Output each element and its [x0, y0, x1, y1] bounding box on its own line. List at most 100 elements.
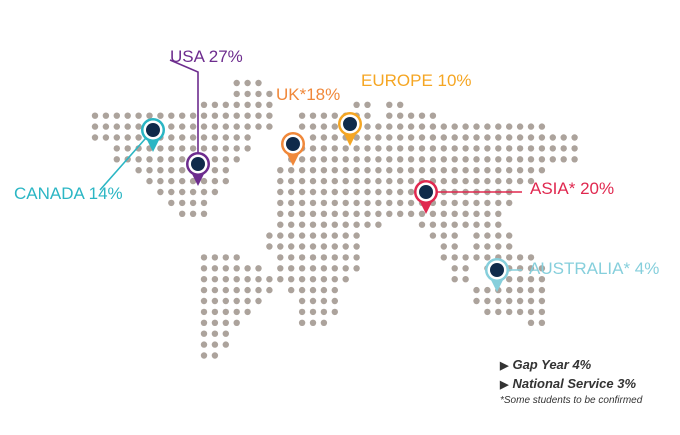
- map-dot: [407, 199, 415, 207]
- map-dot: [255, 265, 262, 272]
- map-dot: [222, 286, 229, 294]
- map-dot: [200, 177, 208, 185]
- map-dot: [200, 330, 208, 337]
- map-dot: [309, 112, 317, 119]
- map-dot: [288, 188, 295, 196]
- map-dot: [462, 199, 469, 207]
- map-dot: [516, 167, 524, 174]
- map-dot: [386, 177, 393, 185]
- map-dot: [222, 265, 229, 272]
- map-dot: [168, 188, 175, 196]
- map-dot: [429, 210, 437, 217]
- map-dot: [342, 232, 349, 239]
- map-dot: [288, 276, 295, 283]
- map-dot: [353, 243, 360, 250]
- map-dot: [320, 145, 328, 152]
- map-dot: [484, 243, 491, 250]
- map-dot: [353, 188, 360, 196]
- map-dot: [451, 167, 458, 174]
- map-dot: [179, 134, 186, 141]
- map-dot: [397, 123, 404, 130]
- map-dot: [440, 221, 447, 228]
- map-dot: [353, 221, 360, 228]
- map-dot: [157, 167, 164, 174]
- map-dot: [506, 297, 513, 305]
- map-dot: [440, 210, 447, 217]
- map-dot: [440, 243, 447, 250]
- map-dot: [298, 308, 306, 316]
- map-dot: [538, 297, 546, 305]
- map-dot: [473, 156, 480, 163]
- map-dot: [320, 319, 328, 326]
- map-dot: [375, 134, 382, 141]
- map-dot: [211, 276, 219, 283]
- map-dot: [342, 177, 349, 185]
- map-dot: [277, 221, 284, 228]
- map-dot: [418, 134, 426, 141]
- map-dot: [113, 134, 121, 141]
- map-dot: [309, 156, 317, 163]
- map-dot: [298, 156, 306, 163]
- map-dot: [397, 210, 404, 217]
- map-dot: [473, 123, 480, 130]
- map-dot: [473, 167, 480, 174]
- map-dot: [244, 297, 251, 305]
- map-dot: [549, 156, 556, 163]
- map-dot: [473, 243, 480, 250]
- map-dot: [353, 101, 360, 109]
- map-dot: [484, 221, 491, 228]
- map-dot: [375, 145, 382, 152]
- map-dot: [211, 286, 219, 294]
- map-dot: [527, 134, 535, 141]
- map-dot: [375, 167, 382, 174]
- map-dot: [386, 123, 393, 130]
- map-dot: [277, 167, 284, 174]
- map-dot: [233, 254, 240, 261]
- map-dot: [320, 243, 328, 250]
- australia-pin-icon: [485, 258, 509, 292]
- map-dot: [462, 177, 469, 185]
- map-dot: [506, 123, 513, 130]
- map-dot: [538, 319, 546, 326]
- map-dot: [397, 156, 404, 163]
- map-dot: [288, 167, 295, 174]
- map-dot: [91, 112, 99, 119]
- map-dot: [407, 156, 415, 163]
- national-service-note: ▶ National Service 3%: [500, 375, 642, 394]
- map-dot: [375, 177, 382, 185]
- map-dot: [560, 156, 567, 163]
- map-dot: [506, 167, 513, 174]
- map-dot: [451, 254, 458, 261]
- map-dot: [189, 210, 197, 217]
- map-dot: [320, 232, 328, 239]
- map-dot: [538, 265, 546, 272]
- map-dot: [331, 276, 338, 283]
- map-dot: [244, 134, 251, 141]
- map-dot: [288, 210, 295, 217]
- map-dot: [527, 319, 535, 326]
- map-dot: [516, 286, 524, 294]
- map-dot: [331, 297, 338, 305]
- map-dot: [211, 123, 219, 130]
- map-dot: [189, 177, 197, 185]
- map-dot: [331, 232, 338, 239]
- map-dot: [516, 254, 524, 261]
- map-dot: [222, 319, 229, 326]
- map-dot: [527, 177, 535, 185]
- map-dot: [451, 199, 458, 207]
- map-dot: [418, 221, 426, 228]
- map-dot: [484, 199, 491, 207]
- map-dot: [418, 112, 426, 119]
- map-dot: [375, 199, 382, 207]
- map-dot: [364, 167, 371, 174]
- map-dot: [506, 308, 513, 316]
- map-dot: [222, 167, 229, 174]
- map-dot: [309, 167, 317, 174]
- usa-leader-line: [169, 59, 199, 164]
- map-dot: [266, 101, 273, 109]
- map-dot: [451, 156, 458, 163]
- map-dot: [473, 221, 480, 228]
- map-dot: [189, 123, 197, 130]
- map-dot: [113, 156, 121, 163]
- map-dot: [342, 243, 349, 250]
